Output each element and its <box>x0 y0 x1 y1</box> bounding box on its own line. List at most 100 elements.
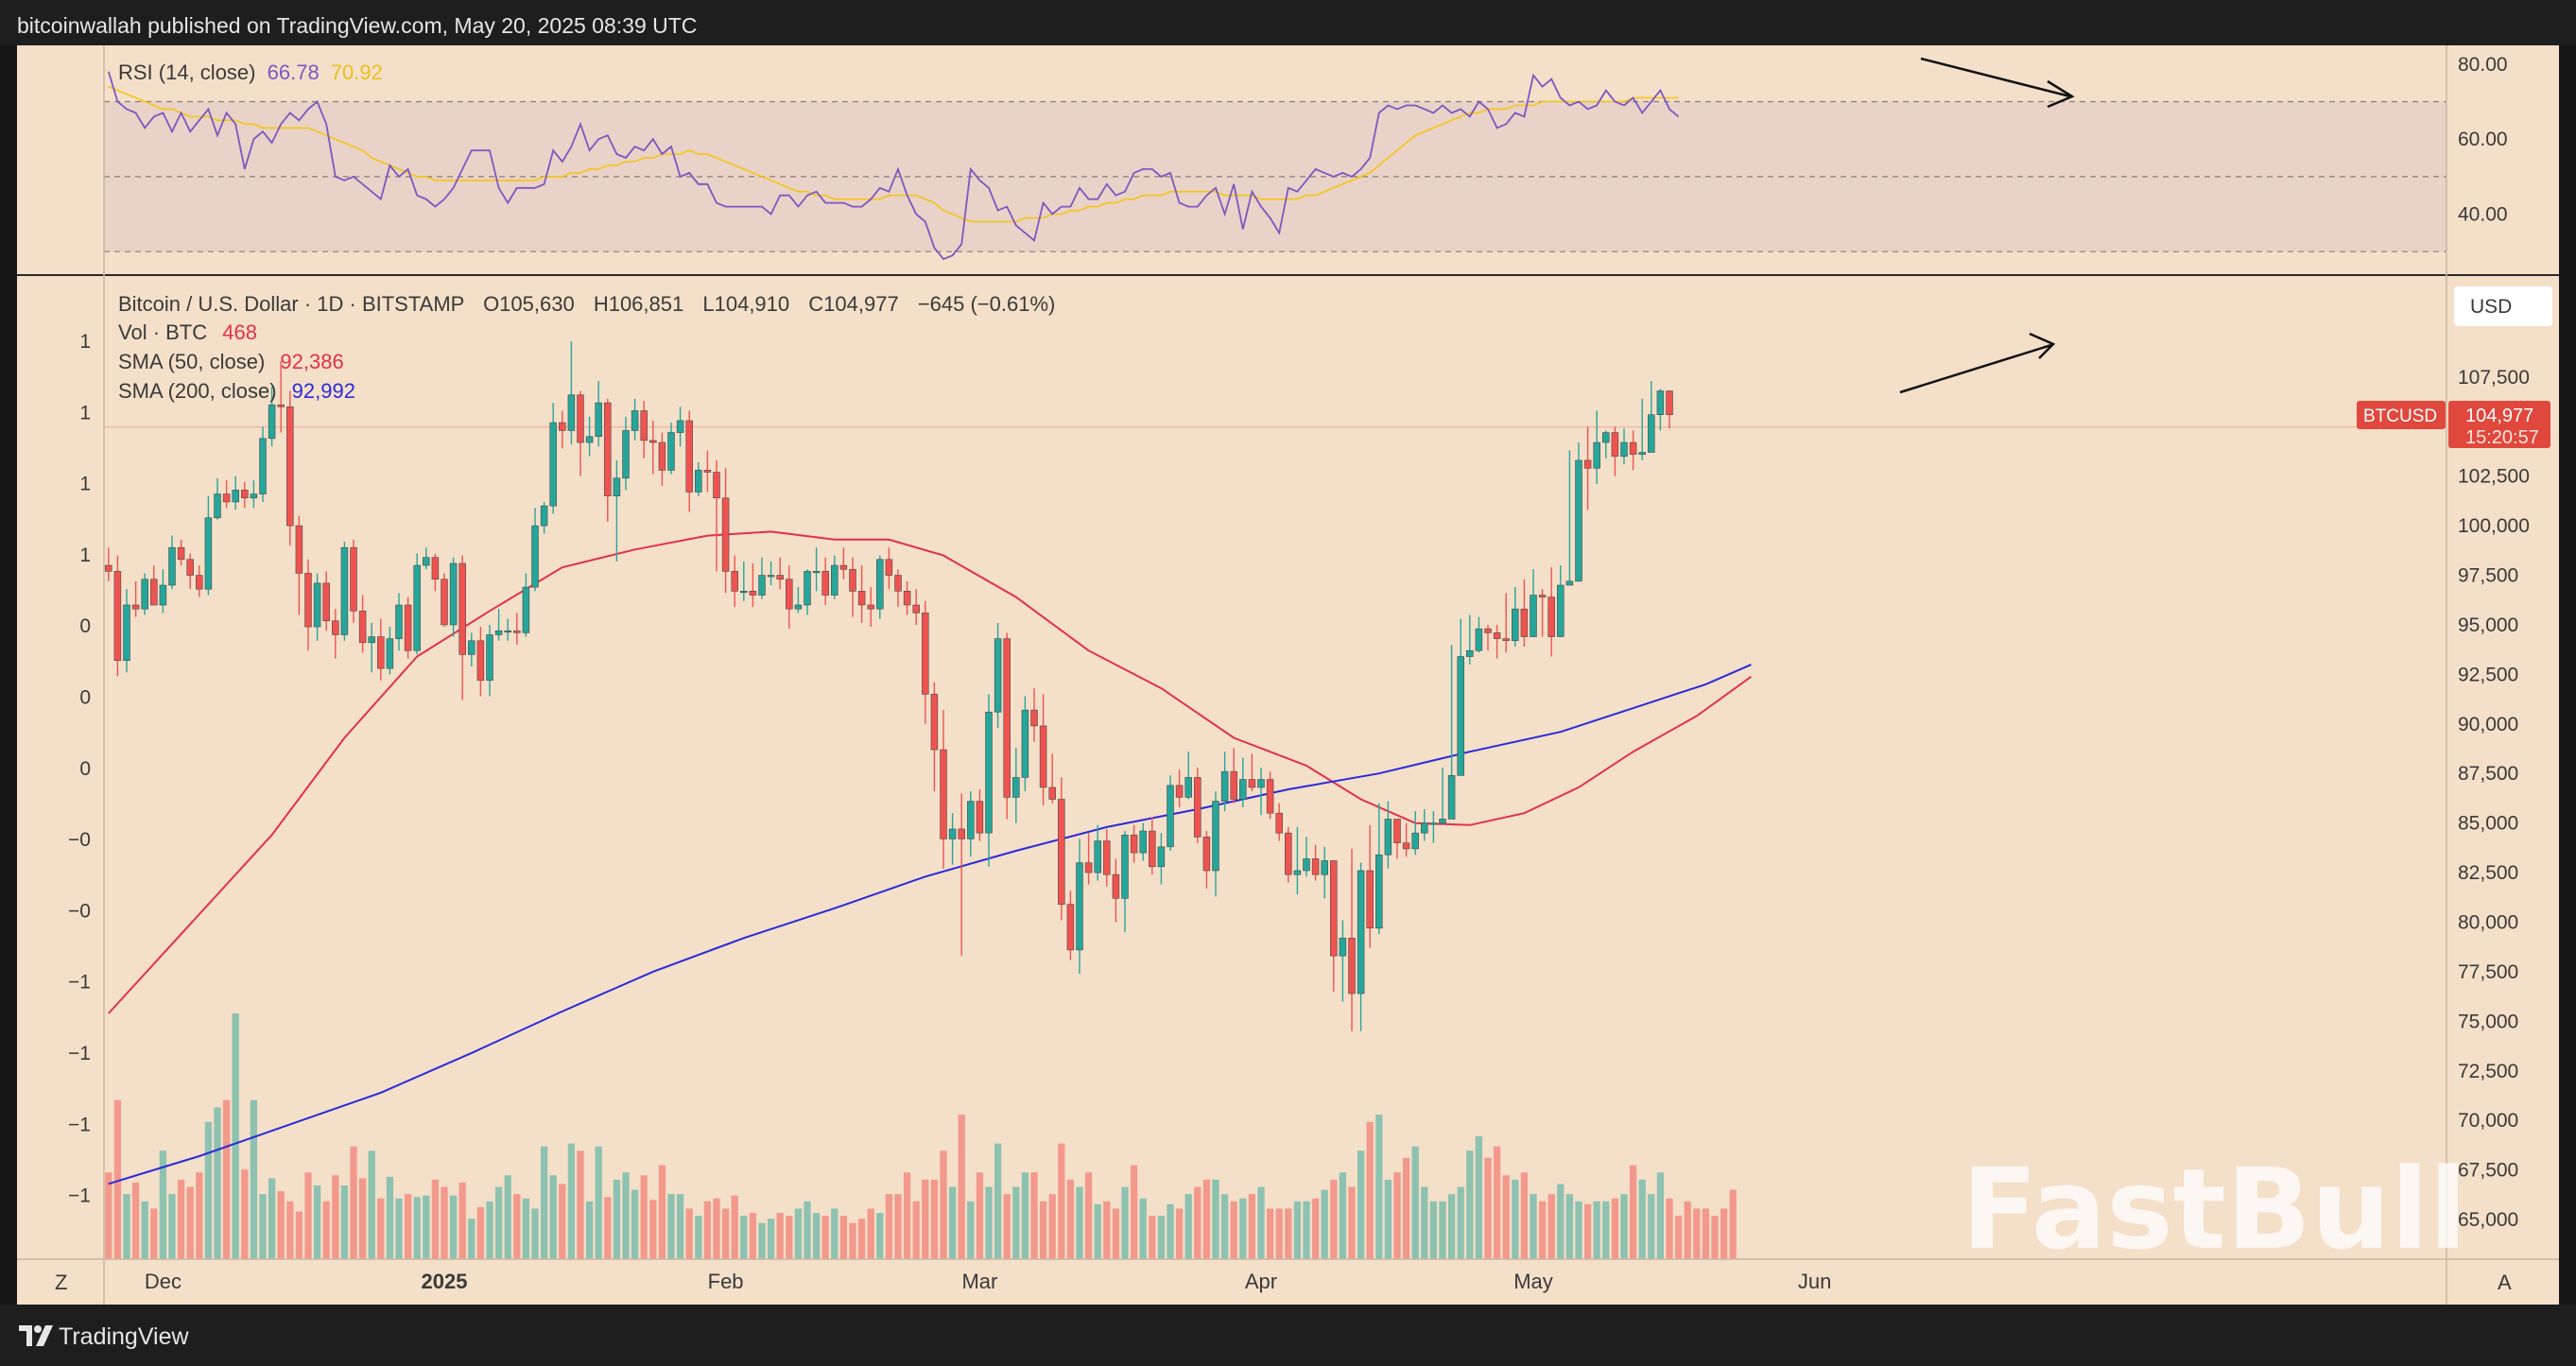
currency-button[interactable] <box>2454 286 2552 326</box>
candle-body <box>431 557 440 580</box>
volume-bar <box>441 1186 448 1259</box>
candle-body <box>1530 595 1537 637</box>
volume-bar <box>1648 1194 1655 1259</box>
tradingview-brand[interactable]: TradingView <box>59 1323 189 1350</box>
volume-bar <box>1139 1198 1147 1259</box>
candle-body <box>857 591 866 606</box>
candle-body <box>1493 632 1501 639</box>
candle-body <box>812 571 821 574</box>
candle-body <box>1439 819 1446 823</box>
volume-bar <box>540 1146 548 1259</box>
candle-body <box>504 630 511 633</box>
open-value: O105,630 <box>483 292 575 316</box>
candle-body <box>685 420 693 493</box>
candle-body <box>413 564 421 651</box>
price-legend: Bitcoin / U.S. Dollar · 1D · BITSTAMP O1… <box>118 292 1055 316</box>
candle-body <box>141 579 148 610</box>
volume-bar <box>1729 1189 1737 1259</box>
volume-bar <box>713 1198 720 1259</box>
volume-bar <box>358 1178 367 1259</box>
volume-bar <box>1094 1203 1101 1259</box>
price-axis-tick: 95,000 <box>2458 614 2518 636</box>
volume-bar <box>1330 1179 1338 1259</box>
candle-body <box>232 490 239 503</box>
candle-body <box>476 640 485 681</box>
candle-body <box>867 604 874 610</box>
candle-body <box>631 410 639 431</box>
candle-body <box>1021 709 1029 778</box>
volume-bar <box>1656 1172 1665 1259</box>
candle-body <box>1293 870 1302 875</box>
candle-body <box>1184 777 1192 798</box>
volume-bar <box>1058 1143 1065 1259</box>
candle-body <box>1656 390 1665 415</box>
sma200-line <box>108 664 1752 1185</box>
volume-bar <box>985 1186 993 1259</box>
left-scale-tick: 1 <box>79 402 91 424</box>
volume-bar <box>567 1143 576 1259</box>
volume-bar <box>259 1194 267 1259</box>
candle-body <box>804 571 811 606</box>
volume-bar <box>1375 1115 1383 1259</box>
volume-bar <box>1711 1216 1719 1259</box>
volume-bar <box>786 1216 793 1259</box>
bottom-bar: TradingView <box>0 1305 2576 1366</box>
volume-bar <box>740 1216 748 1259</box>
candle-body <box>295 525 303 574</box>
volume-bar <box>1184 1194 1192 1259</box>
candle-body <box>776 575 784 580</box>
candle-body <box>1402 842 1410 850</box>
volume-bar <box>1212 1179 1219 1259</box>
volume-bar <box>903 1172 911 1259</box>
left-corner-button[interactable]: Z <box>55 1271 67 1294</box>
volume-bar <box>1538 1201 1547 1259</box>
volume-bar <box>1021 1172 1029 1259</box>
volume-bar <box>1130 1165 1138 1259</box>
candle-body <box>1557 584 1565 637</box>
volume-bar <box>885 1194 893 1259</box>
candle-body <box>214 493 221 519</box>
right-corner-button[interactable]: A <box>2498 1271 2512 1294</box>
candle-body <box>676 420 684 433</box>
candle-body <box>332 620 339 635</box>
price-panel <box>104 341 2446 1259</box>
candle-body <box>322 582 330 622</box>
volume-bar <box>1175 1208 1184 1259</box>
volume-bar <box>831 1208 838 1259</box>
chart-frame[interactable] <box>17 45 2559 1305</box>
high-value: H106,851 <box>594 292 683 316</box>
volume-bar <box>776 1213 784 1259</box>
volume-bar <box>1674 1216 1683 1259</box>
tradingview-logo-icon[interactable] <box>17 1322 55 1348</box>
left-scale-tick: 0 <box>79 758 91 780</box>
candle-body <box>1194 777 1202 838</box>
volume-bar <box>1512 1179 1519 1259</box>
sma50-legend-label: SMA (50, close) <box>118 350 265 373</box>
volume-bar <box>131 1182 140 1259</box>
candle-body <box>940 749 947 839</box>
volume-bar <box>286 1201 294 1259</box>
volume-bar <box>513 1194 521 1259</box>
price-axis-tick: 72,500 <box>2458 1061 2518 1082</box>
candle-body <box>304 573 312 628</box>
volume-bar <box>1103 1201 1111 1259</box>
volume-bar <box>1084 1172 1093 1259</box>
candle-body <box>494 630 503 635</box>
candle-body <box>458 562 466 655</box>
candle-body <box>423 557 430 566</box>
volume-bar <box>876 1213 884 1259</box>
candle-body <box>622 430 630 479</box>
volume-bar <box>1202 1179 1211 1259</box>
volume-bar <box>1429 1201 1438 1259</box>
fastbull-watermark: FastBull <box>1962 1144 2467 1274</box>
price-axis-tick: 87,500 <box>2458 763 2518 785</box>
rsi-legend-value: 66.78 <box>268 61 320 84</box>
candle-body <box>1593 441 1600 469</box>
candle-body <box>1266 779 1274 814</box>
candle-body <box>1575 459 1582 582</box>
candle-body <box>368 636 375 644</box>
volume-bar <box>577 1150 584 1259</box>
candle-body <box>1421 822 1428 834</box>
candle-body <box>922 613 929 695</box>
volume-bar <box>1702 1208 1710 1259</box>
